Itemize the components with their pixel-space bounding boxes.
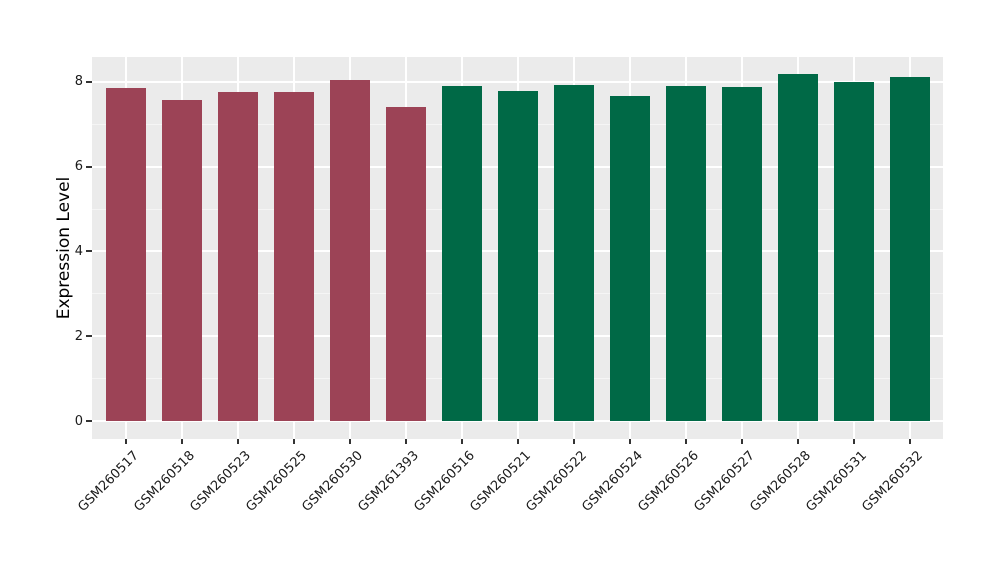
bar-GSM260517 [105, 88, 146, 421]
x-tick [348, 439, 351, 444]
x-tick [572, 439, 575, 444]
y-tick-label: 6 [74, 159, 83, 175]
x-tick [852, 439, 855, 444]
bar-GSM260521 [497, 91, 538, 421]
bar-GSM260532 [889, 76, 930, 421]
bar-GSM260528 [777, 74, 818, 421]
bar-GSM260522 [553, 85, 594, 421]
x-tick [180, 439, 183, 444]
x-tick [236, 439, 239, 444]
bar-GSM260524 [609, 95, 650, 421]
bar-GSM260516 [441, 86, 482, 421]
x-tick [516, 439, 519, 444]
y-tick [86, 165, 92, 168]
bar-GSM260527 [721, 86, 762, 421]
x-tick [740, 439, 743, 444]
y-tick [86, 80, 92, 83]
x-tick [404, 439, 407, 444]
y-tick-label: 8 [74, 74, 83, 90]
bar-GSM260526 [665, 86, 706, 421]
x-tick [292, 439, 295, 444]
y-tick [86, 250, 92, 253]
x-tick [460, 439, 463, 444]
x-tick [908, 439, 911, 444]
y-tick [86, 335, 92, 338]
bar-GSM260525 [273, 91, 314, 421]
bar-GSM261393 [385, 106, 426, 421]
bar-GSM260530 [329, 80, 370, 421]
y-tick-label: 0 [74, 413, 83, 429]
x-tick [796, 439, 799, 444]
x-tick [628, 439, 631, 444]
bar-GSM260531 [833, 81, 874, 421]
x-tick [124, 439, 127, 444]
x-tick [684, 439, 687, 444]
bar-GSM260523 [217, 91, 258, 421]
plot-panel [92, 57, 943, 439]
y-tick-label: 4 [74, 243, 83, 259]
y-tick-label: 2 [74, 328, 83, 344]
bar-GSM260518 [161, 100, 202, 421]
y-tick [86, 420, 92, 422]
